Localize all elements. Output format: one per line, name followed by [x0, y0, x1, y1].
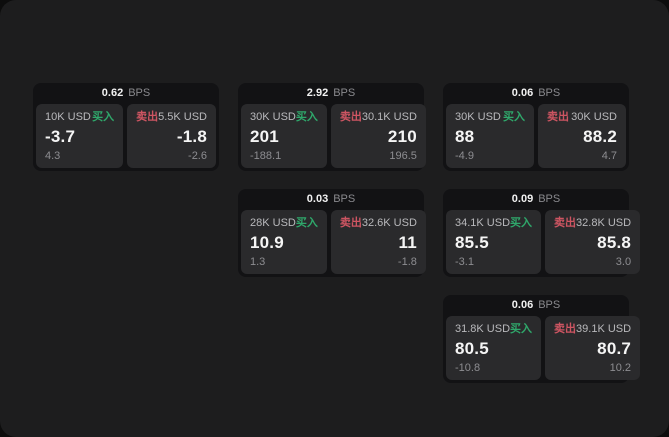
sell-panel[interactable]: 卖出 32.8K USD 85.8 3.0 — [545, 210, 641, 274]
bps-value: 0.09 — [511, 193, 534, 205]
quote-card: 0.62 BPS 10K USD 买入 -3.7 4.3 卖出 5.5K USD… — [33, 83, 219, 171]
buy-panel[interactable]: 10K USD 买入 -3.7 4.3 — [36, 104, 124, 168]
sell-delta: -1.8 — [397, 256, 417, 268]
buy-panel[interactable]: 28K USD 买入 10.9 1.3 — [241, 210, 327, 274]
bps-unit-label: BPS — [538, 299, 561, 311]
sell-price: 85.8 — [597, 233, 632, 252]
buy-side-label: 买入 — [92, 111, 115, 123]
buy-price: 201 — [250, 127, 279, 146]
sell-delta: 10.2 — [609, 362, 632, 374]
sell-amount: 32.6K USD — [361, 217, 417, 229]
sell-panel[interactable]: 卖出 30.1K USD 210 196.5 — [330, 104, 426, 168]
buy-price: 10.9 — [250, 233, 284, 252]
buy-panel[interactable]: 31.8K USD 买入 80.5 -10.8 — [446, 316, 542, 380]
sell-side-label: 卖出 — [554, 323, 577, 335]
buy-delta: 4.3 — [45, 150, 61, 162]
sell-side-label: 卖出 — [554, 217, 577, 229]
sell-panel[interactable]: 卖出 32.6K USD 11 -1.8 — [330, 210, 426, 274]
quote-cards-grid: 0.62 BPS 10K USD 买入 -3.7 4.3 卖出 5.5K USD… — [33, 83, 641, 383]
sell-amount: 39.1K USD — [576, 323, 632, 335]
sell-side-label: 卖出 — [339, 217, 362, 229]
card-header: 0.06 BPS — [446, 83, 626, 104]
buy-side-label: 买入 — [295, 217, 318, 229]
card-header: 2.92 BPS — [241, 83, 421, 104]
card-header: 0.09 BPS — [446, 189, 626, 210]
bid-ask-panels: 31.8K USD 买入 80.5 -10.8 卖出 39.1K USD 80.… — [446, 316, 641, 380]
sell-side-label: 卖出 — [547, 111, 569, 123]
sell-delta: 3.0 — [615, 256, 632, 268]
sell-price: 210 — [387, 127, 417, 146]
buy-delta: -10.8 — [455, 362, 481, 374]
bps-value: 2.92 — [306, 87, 329, 99]
bps-unit-label: BPS — [333, 193, 356, 205]
buy-price: -3.7 — [45, 127, 76, 146]
buy-side-label: 买入 — [503, 111, 525, 123]
buy-amount: 30K USD — [455, 111, 501, 123]
buy-side-label: 买入 — [510, 217, 533, 229]
sell-price: 11 — [398, 233, 417, 252]
sell-panel[interactable]: 卖出 30K USD 88.2 4.7 — [538, 104, 626, 168]
quote-card: 0.03 BPS 28K USD 买入 10.9 1.3 卖出 32.6K US… — [238, 189, 426, 277]
bps-value: 0.06 — [511, 87, 534, 99]
buy-amount: 34.1K USD — [455, 217, 511, 229]
buy-price: 80.5 — [455, 339, 489, 358]
buy-side-label: 买入 — [295, 111, 318, 123]
sell-price: 88.2 — [583, 127, 617, 146]
bps-value: 0.62 — [101, 87, 124, 99]
quote-card: 2.92 BPS 30K USD 买入 201 -188.1 卖出 30.1K … — [238, 83, 426, 171]
sell-panel[interactable]: 卖出 39.1K USD 80.7 10.2 — [545, 316, 641, 380]
card-header: 0.62 BPS — [36, 83, 216, 104]
sell-amount: 30K USD — [571, 111, 617, 123]
buy-amount: 31.8K USD — [455, 323, 511, 335]
buy-amount: 30K USD — [250, 111, 296, 123]
bps-value: 0.03 — [306, 193, 329, 205]
sell-amount: 32.8K USD — [576, 217, 632, 229]
quote-card: 0.06 BPS 30K USD 买入 88 -4.9 卖出 30K USD 8… — [443, 83, 629, 171]
bid-ask-panels: 30K USD 买入 201 -188.1 卖出 30.1K USD 210 1… — [241, 104, 426, 168]
buy-delta: -4.9 — [455, 150, 474, 162]
sell-delta: 196.5 — [389, 150, 417, 162]
buy-panel[interactable]: 30K USD 买入 88 -4.9 — [446, 104, 534, 168]
card-header: 0.03 BPS — [241, 189, 421, 210]
buy-amount: 28K USD — [250, 217, 296, 229]
buy-price: 88 — [455, 127, 475, 146]
sell-delta: -2.6 — [188, 150, 207, 162]
quote-card: 0.09 BPS 34.1K USD 买入 85.5 -3.1 卖出 32.8K… — [443, 189, 641, 277]
sell-side-label: 卖出 — [339, 111, 362, 123]
buy-panel[interactable]: 30K USD 买入 201 -188.1 — [241, 104, 327, 168]
buy-delta: -188.1 — [250, 150, 282, 162]
buy-delta: 1.3 — [250, 256, 266, 268]
quote-card: 0.06 BPS 31.8K USD 买入 80.5 -10.8 卖出 39.1… — [443, 295, 641, 383]
sell-amount: 5.5K USD — [158, 111, 207, 123]
bid-ask-panels: 10K USD 买入 -3.7 4.3 卖出 5.5K USD -1.8 -2.… — [36, 104, 216, 168]
buy-delta: -3.1 — [455, 256, 474, 268]
sell-price: -1.8 — [176, 127, 207, 146]
sell-price: 80.7 — [597, 339, 632, 358]
bps-unit-label: BPS — [538, 87, 561, 99]
bps-unit-label: BPS — [333, 87, 356, 99]
bid-ask-panels: 34.1K USD 买入 85.5 -3.1 卖出 32.8K USD 85.8… — [446, 210, 641, 274]
bid-ask-panels: 28K USD 买入 10.9 1.3 卖出 32.6K USD 11 -1.8 — [241, 210, 426, 274]
bid-ask-panels: 30K USD 买入 88 -4.9 卖出 30K USD 88.2 4.7 — [446, 104, 626, 168]
buy-price: 85.5 — [455, 233, 489, 252]
bps-unit-label: BPS — [538, 193, 561, 205]
sell-side-label: 卖出 — [136, 111, 159, 123]
sell-delta: 4.7 — [601, 150, 617, 162]
sell-panel[interactable]: 卖出 5.5K USD -1.8 -2.6 — [127, 104, 216, 168]
card-header: 0.06 BPS — [446, 295, 626, 316]
buy-side-label: 买入 — [510, 323, 533, 335]
bps-unit-label: BPS — [128, 87, 151, 99]
buy-panel[interactable]: 34.1K USD 买入 85.5 -3.1 — [446, 210, 542, 274]
sell-amount: 30.1K USD — [361, 111, 417, 123]
buy-amount: 10K USD — [45, 111, 91, 123]
bps-value: 0.06 — [511, 299, 534, 311]
